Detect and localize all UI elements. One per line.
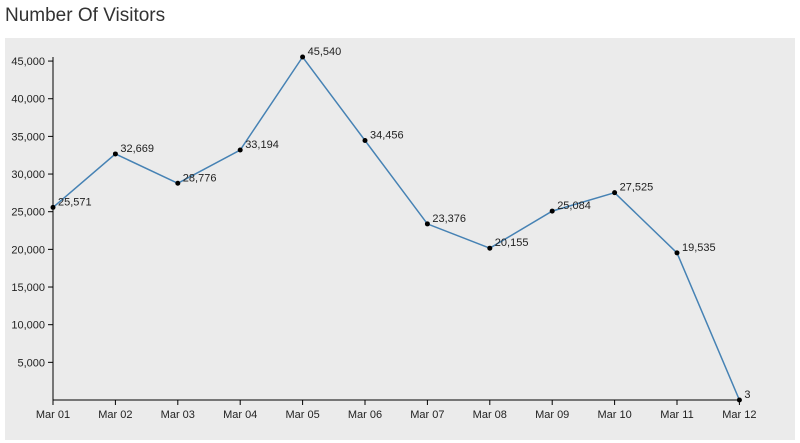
data-label: 25,084 — [557, 200, 591, 212]
y-tick-label: 30,000 — [11, 169, 45, 181]
x-tick-label: Mar 12 — [722, 409, 756, 421]
data-point — [175, 180, 181, 186]
data-label: 27,525 — [620, 182, 654, 194]
data-point — [487, 245, 493, 251]
data-label: 28,776 — [183, 172, 217, 184]
data-label: 34,456 — [370, 129, 404, 141]
x-tick-label: Mar 11 — [660, 409, 693, 421]
data-point — [50, 204, 56, 210]
series-line — [52, 55, 741, 401]
data-point — [736, 397, 742, 403]
data-label: 20,155 — [495, 237, 529, 249]
x-tick-label: Mar 04 — [223, 409, 257, 421]
data-labels: 25,571 32,669 28,776 33,194 45,540 34,456 23,3… — [58, 46, 751, 401]
data-point — [237, 147, 243, 153]
y-tick-label: 35,000 — [11, 131, 45, 143]
y-tick-label: 45,000 — [11, 56, 45, 68]
x-axis-ticks: Mar 01 Mar 02 Mar 03 Mar 04 Mar 05 Mar 06 Mar … — [36, 400, 757, 421]
x-tick-label: Mar 06 — [348, 409, 382, 421]
y-tick-label: 40,000 — [11, 94, 45, 106]
y-axis-ticks: 5,000 10,000 15,000 20,000 25,000 30,000 35,00… — [11, 56, 53, 369]
y-tick-label: 20,000 — [11, 244, 45, 256]
data-label: 23,376 — [432, 213, 466, 225]
data-label: 45,540 — [308, 46, 342, 58]
x-tick-label: Mar 01 — [36, 409, 70, 421]
y-tick-label: 5,000 — [17, 357, 45, 369]
data-point — [362, 137, 368, 143]
data-label: 3 — [744, 389, 750, 401]
chart-title: Number Of Visitors — [5, 5, 166, 26]
plot-background — [5, 38, 795, 440]
data-label: 33,194 — [245, 139, 279, 151]
data-point — [300, 54, 306, 60]
x-tick-label: Mar 10 — [597, 409, 631, 421]
data-point — [674, 250, 680, 256]
x-tick-label: Mar 05 — [285, 409, 319, 421]
x-tick-label: Mar 08 — [473, 409, 507, 421]
y-tick-label: 10,000 — [11, 320, 45, 332]
x-tick-label: Mar 07 — [410, 409, 444, 421]
y-tick-label: 15,000 — [11, 282, 45, 294]
data-label: 25,571 — [58, 196, 92, 208]
x-tick-label: Mar 03 — [161, 409, 195, 421]
data-point — [612, 190, 618, 196]
x-tick-label: Mar 09 — [535, 409, 569, 421]
data-points — [50, 54, 742, 403]
y-tick-label: 25,000 — [11, 207, 45, 219]
data-point — [424, 221, 430, 227]
data-point — [112, 151, 118, 157]
x-tick-label: Mar 02 — [98, 409, 132, 421]
data-label: 32,669 — [120, 143, 154, 155]
data-point — [549, 208, 555, 214]
data-label: 19,535 — [682, 242, 716, 254]
